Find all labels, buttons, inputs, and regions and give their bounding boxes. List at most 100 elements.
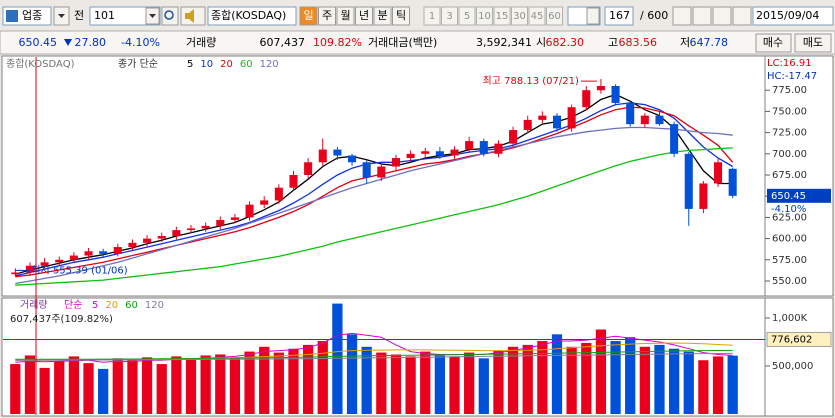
candle-body xyxy=(260,200,269,205)
volume-bar xyxy=(273,352,284,414)
tool-button[interactable] xyxy=(712,6,732,26)
period-button[interactable] xyxy=(336,6,355,26)
volume-bar xyxy=(464,352,475,414)
interval-button[interactable] xyxy=(511,6,528,26)
volume-bar xyxy=(698,360,709,414)
period-button[interactable] xyxy=(299,6,318,26)
volume-bar xyxy=(302,344,314,414)
sell-button[interactable] xyxy=(794,33,832,53)
volume-bar xyxy=(10,364,21,414)
candle-body xyxy=(84,251,93,256)
volume-bar xyxy=(361,346,372,414)
volume-bar xyxy=(39,367,50,414)
candle-body xyxy=(143,238,152,243)
date: 2015/09/04 xyxy=(756,9,819,22)
high-label: 고 xyxy=(608,36,618,49)
volume-bar xyxy=(683,351,694,414)
candle-body xyxy=(582,90,591,108)
y-tick-label: 750.00 xyxy=(772,106,807,117)
interval-label: 45 xyxy=(531,11,544,22)
candle-body xyxy=(509,130,518,144)
candle-body xyxy=(377,166,386,178)
candle-body xyxy=(201,225,210,229)
legend-entry: 20 xyxy=(220,59,233,70)
volume-bar xyxy=(654,344,665,414)
y-tick-label: 600.00 xyxy=(772,234,807,245)
volume-summary: 607,437주(109.82%) xyxy=(10,314,113,325)
volume-bar xyxy=(551,334,563,414)
volume-bar xyxy=(24,355,36,414)
period-label: 년 xyxy=(359,9,369,22)
volume-bar xyxy=(420,351,431,414)
y-tick-label: 1,000K xyxy=(772,313,808,324)
candle-body xyxy=(670,124,679,154)
price-axis xyxy=(764,55,834,297)
volume-bar xyxy=(376,352,387,414)
interval-button[interactable] xyxy=(441,6,458,26)
quote-change: 27.80 xyxy=(75,36,107,49)
volume-bar xyxy=(112,358,123,414)
combo-dropdown[interactable] xyxy=(586,7,600,25)
candle-body xyxy=(333,149,342,156)
y-tick-label: 725.00 xyxy=(772,128,807,139)
volume-pct: 109.82% xyxy=(313,36,362,49)
volume-legend: 거래량 xyxy=(20,299,48,311)
interval-label: 30 xyxy=(513,11,526,22)
y-tick-label: 500,000 xyxy=(772,361,813,372)
count-input[interactable] xyxy=(604,6,634,26)
dropdown-arrow xyxy=(149,14,156,18)
dropdown-arrow xyxy=(58,14,65,18)
interval-label: 60 xyxy=(548,11,561,22)
period-button[interactable] xyxy=(373,6,392,26)
volume-bar xyxy=(244,351,255,414)
volume-bar xyxy=(434,355,446,414)
ma-line xyxy=(15,106,734,278)
interval-button[interactable] xyxy=(458,6,476,26)
hc: HC:-17.47 xyxy=(767,71,817,82)
legend-entry: 120 xyxy=(260,59,279,70)
max-label: 최고 788.13 (07/21) xyxy=(483,75,579,87)
ma-line xyxy=(15,349,733,360)
period-button[interactable] xyxy=(392,6,410,26)
interval-label: 5 xyxy=(464,11,470,22)
candle-body xyxy=(11,272,20,275)
candle-body xyxy=(465,141,474,150)
high: 683.56 xyxy=(619,36,658,49)
period-button[interactable] xyxy=(355,6,373,26)
ma-line xyxy=(15,147,733,286)
volume-bar xyxy=(668,348,680,414)
legend-entry: 5 xyxy=(92,300,98,311)
candle-body xyxy=(318,149,327,163)
ma-legend: 5 10 20 60 120 xyxy=(187,59,279,70)
buy-button[interactable] xyxy=(755,33,792,53)
interval-button[interactable] xyxy=(528,6,546,26)
interval-button[interactable] xyxy=(423,6,441,26)
tool-button[interactable] xyxy=(692,6,712,26)
volume-bar xyxy=(317,341,328,414)
ma-line xyxy=(15,352,733,361)
volume-bar xyxy=(288,348,299,414)
candle-body xyxy=(596,85,605,91)
reference-label: 776,602 xyxy=(771,334,812,345)
interval-button[interactable] xyxy=(476,6,493,26)
candle-body xyxy=(626,102,635,125)
ma-line xyxy=(15,102,734,277)
interval-button[interactable] xyxy=(546,6,563,26)
sell[interactable]: 매도 xyxy=(803,36,823,49)
volume: 607,437 xyxy=(260,36,306,49)
interval-button[interactable] xyxy=(493,6,511,26)
period-button[interactable] xyxy=(318,6,336,26)
code-input[interactable] xyxy=(89,6,161,26)
settings-button[interactable] xyxy=(732,6,752,26)
volume-bar xyxy=(229,358,241,414)
name-field xyxy=(207,6,297,26)
buy[interactable]: 매수 xyxy=(763,36,783,49)
volume-bar xyxy=(507,346,519,414)
date-field[interactable] xyxy=(752,6,834,26)
interval-label: 3 xyxy=(446,11,452,22)
tool-button[interactable] xyxy=(672,6,692,26)
candle-body xyxy=(289,175,298,188)
candle-body xyxy=(479,141,488,154)
index-name: 종합(KOSDAQ) xyxy=(211,9,286,22)
